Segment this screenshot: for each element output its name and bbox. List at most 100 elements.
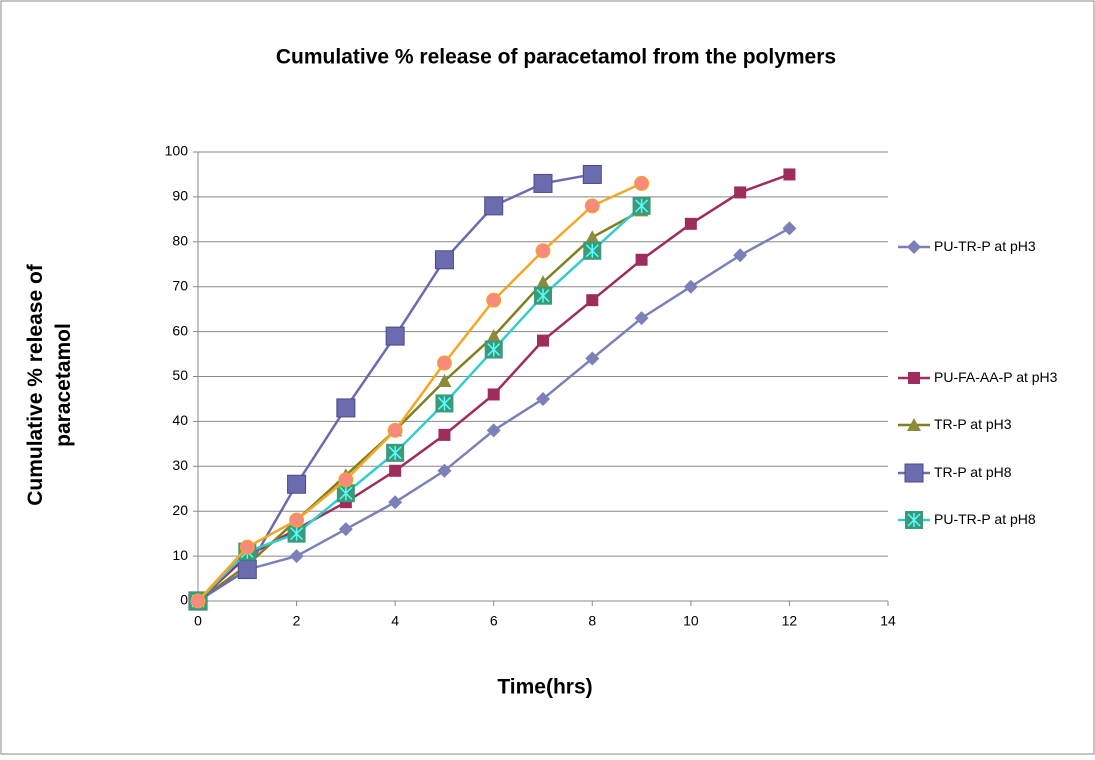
legend-entry: PU-TR-P at pH8: [934, 511, 1036, 527]
marker: [338, 472, 354, 488]
marker: [733, 248, 748, 263]
marker: [386, 443, 405, 462]
y-tick-label: 30: [172, 457, 188, 473]
marker-star: [487, 342, 501, 357]
marker: [190, 593, 206, 609]
y-tick-label: 10: [172, 547, 188, 563]
marker: [634, 175, 650, 191]
marker: [287, 474, 307, 494]
marker: [536, 391, 550, 406]
chart-title: Cumulative % release of paracetamol from…: [276, 46, 836, 69]
marker-star: [585, 243, 599, 258]
marker: [585, 230, 600, 244]
x-tick-label: 14: [880, 613, 896, 629]
y-tick-label: 50: [172, 367, 188, 383]
legend-label: TR-P at pH8: [934, 464, 1012, 480]
legend-entry: TR-P at pH3: [934, 416, 1012, 432]
marker: [534, 286, 552, 305]
marker: [487, 388, 500, 401]
marker: [586, 294, 599, 307]
marker: [537, 334, 549, 347]
marker: [783, 168, 796, 181]
marker: [387, 422, 403, 438]
marker: [385, 326, 405, 346]
marker: [536, 275, 550, 289]
x-tick-label: 4: [391, 613, 399, 629]
x-axis-label: Time(hrs): [497, 676, 592, 699]
marker: [535, 243, 551, 259]
y-axis-label-box: Cumulative % release of paracetamol: [24, 264, 75, 506]
series-line: [197, 204, 643, 602]
marker-star: [635, 198, 649, 213]
marker: [907, 418, 921, 431]
x-tick-label: 10: [683, 613, 699, 629]
marker-star: [536, 288, 550, 303]
marker: [533, 173, 553, 193]
y-tick-label: 70: [172, 277, 188, 293]
marker: [237, 560, 257, 580]
marker: [289, 549, 304, 564]
y-tick-label: 100: [165, 143, 189, 159]
marker: [239, 539, 255, 555]
marker: [634, 311, 649, 326]
marker: [585, 351, 600, 366]
marker: [782, 221, 797, 236]
y-tick-label: 60: [172, 322, 188, 338]
y-tick-label: 90: [172, 188, 188, 204]
marker: [336, 398, 356, 418]
marker: [905, 511, 923, 529]
marker: [904, 463, 924, 483]
legend-entry: PU-TR-P at pH3: [934, 238, 1036, 254]
marker: [683, 279, 698, 294]
y-tick-label: 20: [172, 502, 188, 518]
marker: [684, 217, 697, 230]
marker: [484, 196, 504, 216]
marker: [435, 394, 454, 413]
marker: [437, 463, 452, 478]
marker: [734, 186, 747, 199]
marker: [908, 372, 920, 384]
marker: [434, 250, 454, 270]
legend-label: TR-P at pH3: [934, 416, 1012, 432]
legend-entry: TR-P at pH8: [934, 464, 1012, 480]
x-tick-label: 2: [293, 613, 301, 629]
series-line: [197, 182, 643, 602]
marker-star: [339, 486, 353, 501]
x-tick-label: 0: [194, 613, 202, 629]
marker: [582, 164, 602, 184]
marker: [632, 196, 651, 215]
marker-star: [437, 396, 451, 411]
legend-entry: PU-FA-AA-P at pH3: [934, 369, 1058, 385]
marker: [486, 292, 502, 308]
marker: [338, 522, 353, 537]
x-tick-label: 12: [782, 613, 798, 629]
marker-star: [907, 513, 921, 527]
x-tick-label: 6: [490, 613, 498, 629]
marker: [388, 495, 403, 510]
y-tick-label: 80: [172, 233, 188, 249]
marker: [486, 329, 501, 343]
y-tick-label: 0: [180, 592, 188, 608]
marker: [336, 484, 355, 503]
marker-star: [290, 526, 304, 541]
legend-label: PU-FA-AA-P at pH3: [934, 369, 1058, 385]
x-tick-label: 8: [588, 613, 596, 629]
marker: [437, 373, 452, 387]
marker: [584, 198, 600, 214]
marker: [436, 355, 452, 371]
marker-star: [388, 445, 402, 460]
marker: [438, 428, 451, 441]
legend-label: PU-TR-P at pH8: [934, 511, 1036, 527]
marker: [907, 240, 921, 254]
y-tick-label: 40: [172, 412, 188, 428]
marker: [484, 340, 503, 359]
marker: [486, 423, 501, 438]
marker: [583, 241, 602, 260]
marker: [289, 512, 305, 528]
legend-label: PU-TR-P at pH3: [934, 238, 1036, 254]
marker: [287, 524, 306, 543]
y-axis-label: Cumulative % release of paracetamol: [24, 264, 75, 506]
marker: [635, 253, 648, 266]
